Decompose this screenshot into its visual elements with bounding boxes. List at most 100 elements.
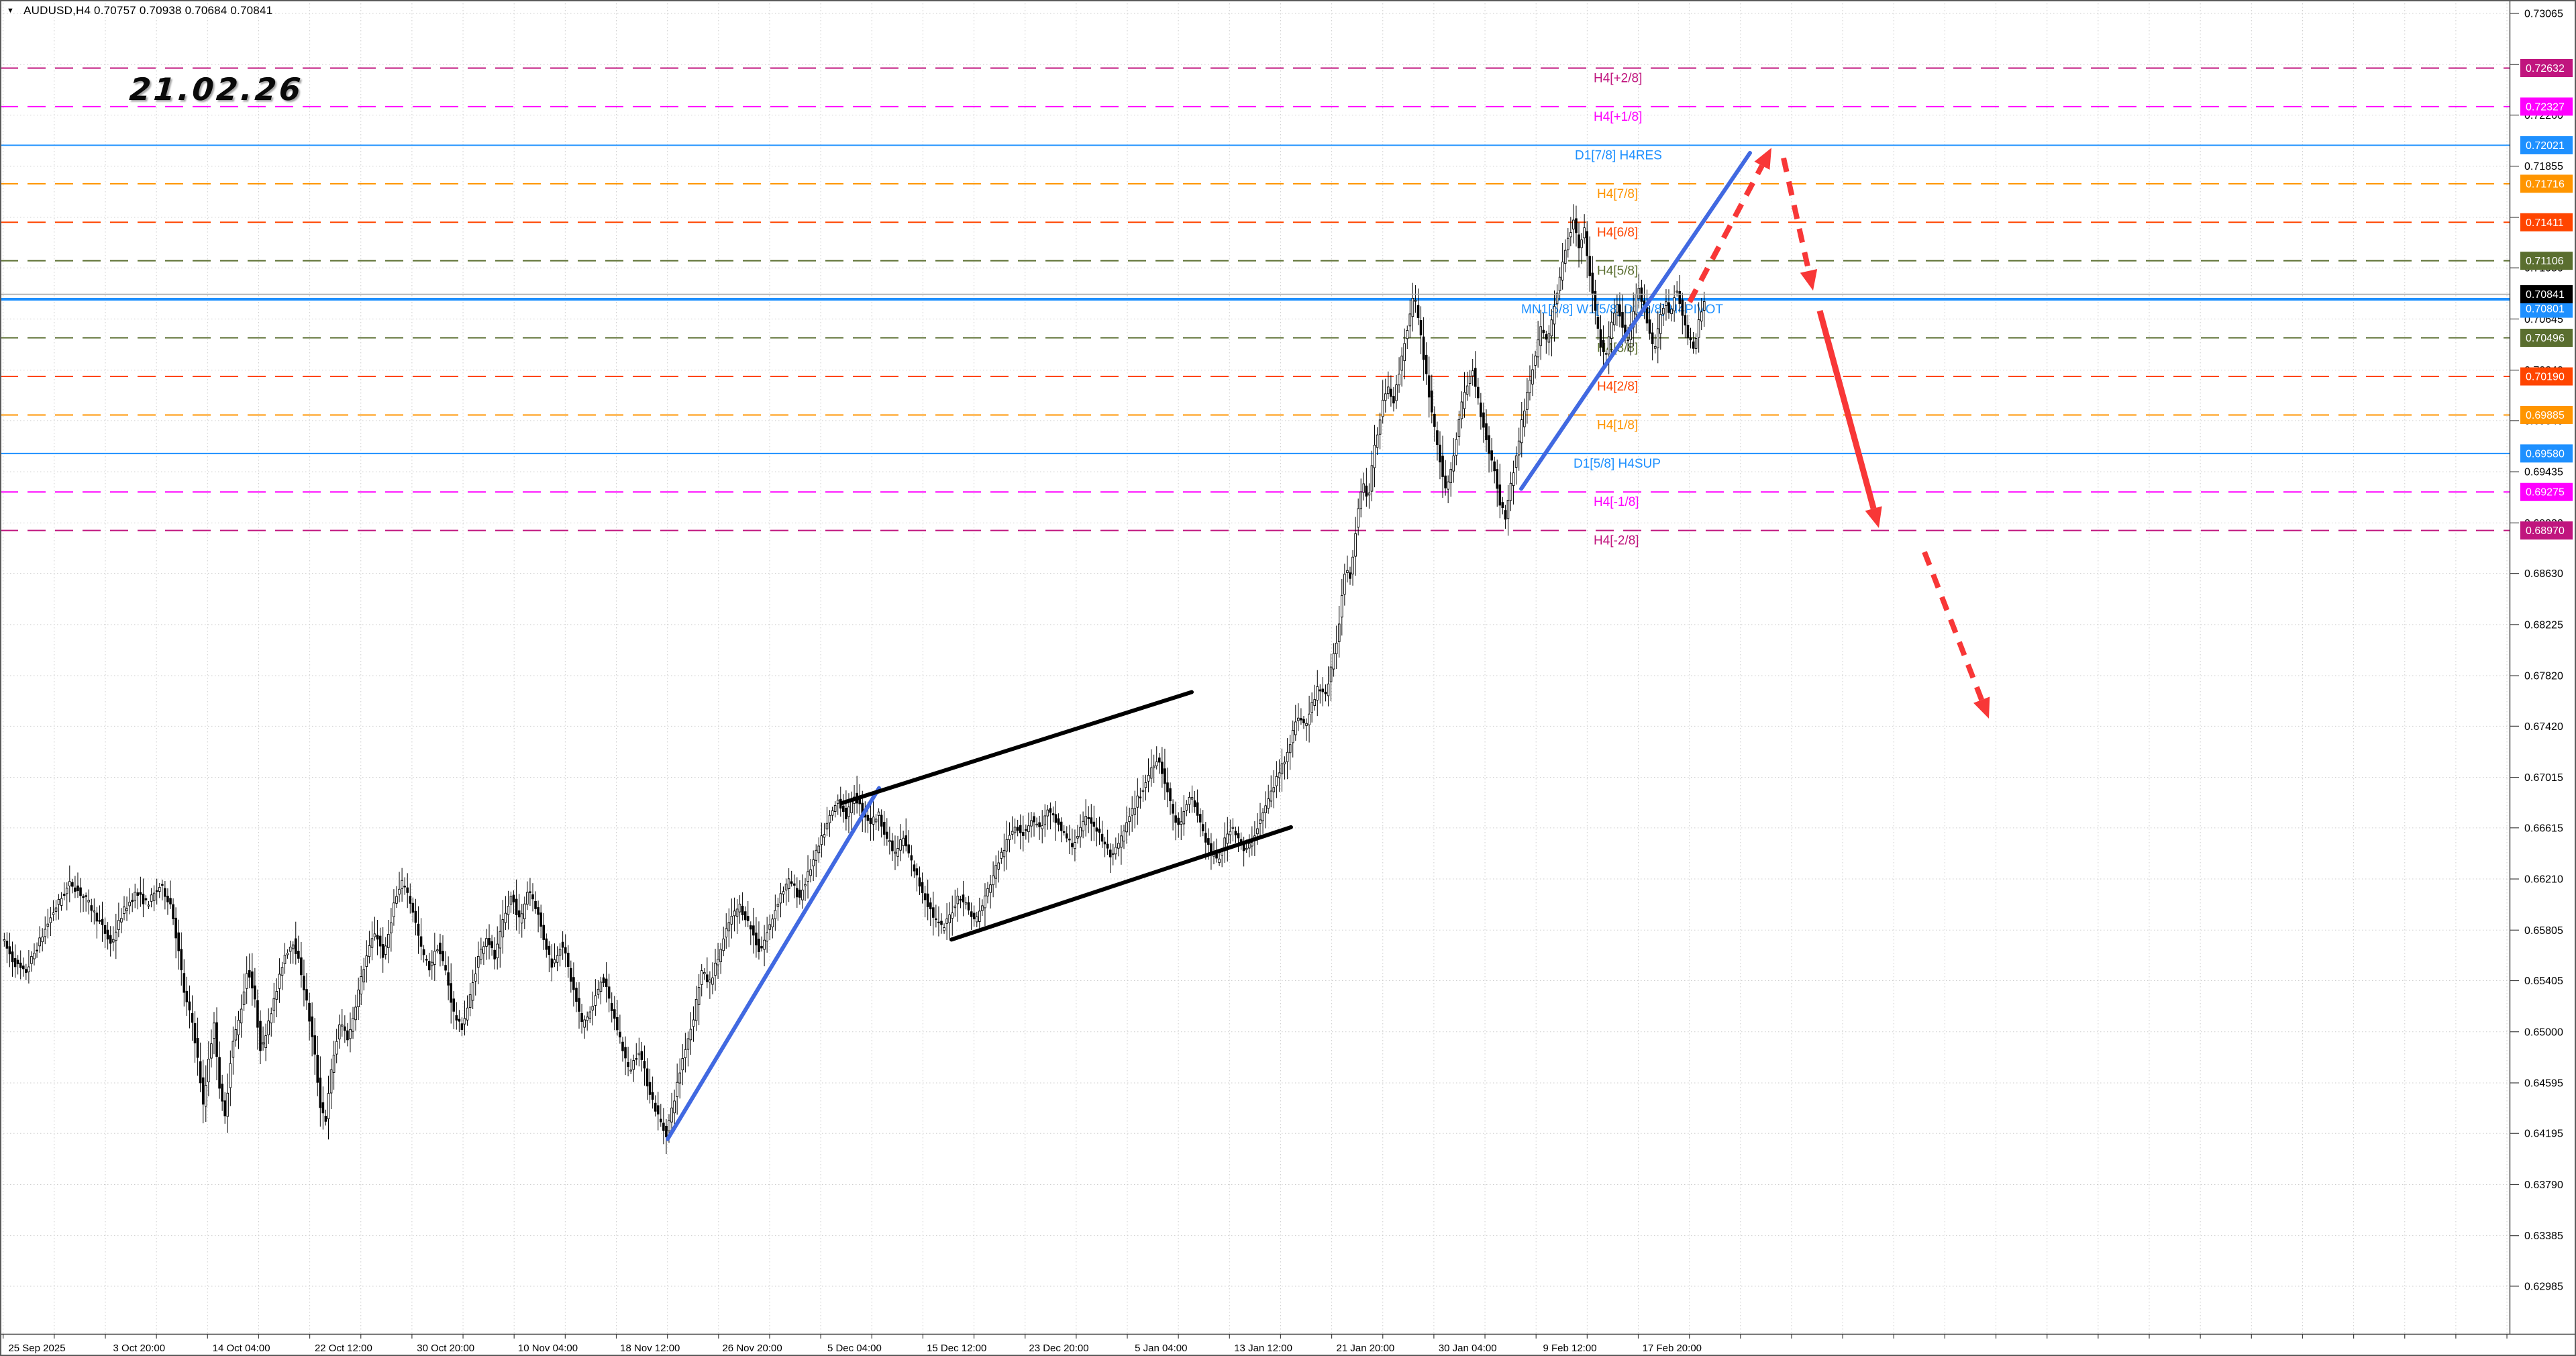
arrow-projection-up[interactable] [1687,148,1771,303]
candle-body [512,894,515,902]
candle-body [1583,227,1586,239]
arrow-projection-down-2[interactable] [1922,551,1990,719]
candle-body [1098,829,1101,833]
candle-body [458,1019,461,1022]
time-axis[interactable]: 25 Sep 2025 3 Oct 20:00 14 Oct 04:00 22 Oct… [3,1334,2508,1354]
candle-body [722,938,725,951]
candle-body [147,904,150,907]
candle-body [44,929,47,937]
candle-body [272,998,276,1011]
candle-body [1433,413,1436,427]
candle-body [1002,849,1006,857]
candle-body [891,840,894,851]
candle-body [1572,219,1575,229]
candle-body [1365,485,1368,497]
candle-body [613,1009,616,1019]
candle-body [989,884,992,893]
candle-body [1586,231,1589,256]
candle-body [807,871,809,882]
candle-body [1267,798,1270,809]
candle-body [1313,699,1317,706]
candle-body [823,834,826,838]
candle-body [264,1035,267,1048]
candle-body [564,947,567,954]
candle-body [656,1105,660,1114]
candle-body [1308,713,1310,725]
arrow-impulse-down[interactable] [1816,310,1882,528]
candle-body [357,990,360,1007]
candle-body [1471,370,1474,376]
candle-body [621,1041,624,1051]
candle-body [517,910,521,918]
time-tick-label: 3 Oct 20:00 [113,1343,166,1354]
candle-body [686,1038,690,1050]
candle-body [1041,825,1044,829]
candle-body [1305,723,1308,726]
candle-body [1460,401,1463,419]
channel-upper[interactable] [839,690,1194,806]
candle-body [1035,823,1038,826]
trendline-up-2[interactable] [1519,150,1752,491]
candle-body [1422,336,1425,360]
candle-body [30,955,33,964]
candle-body [1578,234,1580,249]
candle-body [1482,412,1485,428]
candle-body [1226,833,1229,844]
candle-body [798,889,801,898]
candle-body [115,931,117,941]
candle-body [937,921,940,924]
candle-body [1087,817,1090,819]
candle-body [177,932,180,951]
trendline-up-1[interactable] [666,786,881,1141]
candle-body [354,1006,357,1021]
price-tick-label: 0.65000 [2524,1027,2563,1038]
candle-body [1392,396,1395,404]
candle-body [1645,307,1649,324]
candle-body [1300,718,1302,721]
candle-body [1016,827,1019,831]
candle-body [1537,340,1539,358]
candle-body [150,894,153,902]
svg-text:0.72327: 0.72327 [2526,101,2565,113]
level-label-3: H4[7/8] [1597,187,1638,201]
candle-body [1231,827,1235,829]
candle-body [665,1125,668,1137]
candle-body [760,945,763,949]
candle-body [1349,572,1351,579]
candle-body [1526,392,1529,410]
channel-lower[interactable] [949,825,1293,942]
candle-body [910,855,913,861]
candle-body [1501,502,1504,509]
candle-body [1659,314,1662,334]
candle-body [1596,317,1600,329]
candle-body [158,887,161,892]
candle-body [1027,825,1030,833]
candle-body [46,923,50,927]
candle-body [433,951,436,965]
candle-body [387,933,390,948]
candle-body [1662,307,1665,315]
price-axis[interactable]: 0.730650.726600.722600.718550.714500.710… [2510,9,2573,1293]
candle-body [93,910,96,912]
candle-body [335,1041,338,1055]
candle-body [1594,291,1597,311]
candle-body [768,924,772,930]
candle-body [242,991,246,1005]
candle-body [981,905,984,911]
symbol-dropdown-icon[interactable]: ▼ [7,7,15,15]
candle-body [1373,444,1376,468]
candle-body [280,967,284,976]
candle-body [1569,232,1572,238]
candle-body [605,978,608,988]
candle-body [460,1023,464,1030]
arrow-projection-down-1[interactable] [1781,157,1818,291]
level-label-11: H4[-1/8] [1594,495,1639,509]
candle-body [1185,804,1188,811]
svg-text:0.70496: 0.70496 [2526,333,2565,344]
date-annotation[interactable]: 21.02.26 [128,71,305,107]
candle-body [1653,346,1657,349]
time-tick-label: 21 Jan 20:00 [1337,1343,1395,1354]
candle-body [1190,797,1194,800]
